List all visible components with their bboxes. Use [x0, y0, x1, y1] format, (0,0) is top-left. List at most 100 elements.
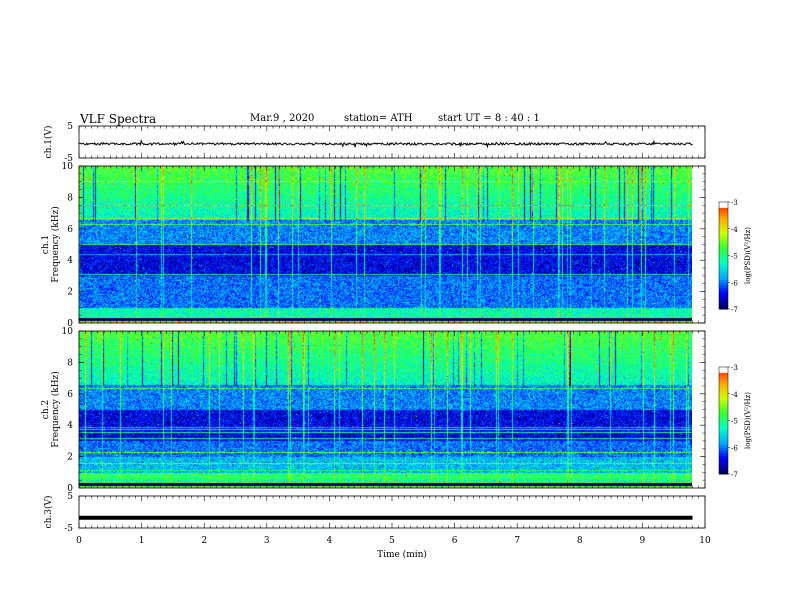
colorbar-cell [719, 367, 728, 371]
colorbar-cell [719, 263, 728, 267]
colorbar-cell [719, 369, 728, 373]
x-tick-label: 2 [201, 536, 207, 546]
y-tick-label: 8 [67, 193, 73, 203]
colorbar-cell [719, 449, 728, 454]
colorbar-cell [719, 377, 728, 381]
colorbar-cell [719, 447, 728, 451]
colorbar-cell [719, 258, 728, 262]
colorbar-cell [719, 268, 728, 273]
trace-ch1 [78, 138, 693, 149]
figure-title: VLF Spectra [80, 112, 157, 126]
y-tick-label: 4 [67, 256, 73, 266]
colorbar-tick-label: -7 [731, 471, 738, 479]
y-tick-label: -5 [64, 154, 73, 164]
colorbar-cell [719, 433, 728, 438]
channel-label: ch.2 [41, 400, 51, 419]
colorbar-cell [719, 375, 728, 379]
colorbar-cell [719, 300, 728, 305]
y-axis-label: ch.3(V) [43, 496, 54, 529]
colorbar-cell [719, 215, 728, 219]
colorbar-cell [719, 431, 728, 435]
colorbar-cell [719, 401, 728, 405]
axes-box [78, 125, 706, 159]
colorbar-cell [719, 436, 728, 440]
colorbar-cell [719, 226, 728, 230]
colorbar-cell [719, 239, 728, 243]
colorbar-cell [719, 303, 728, 307]
colorbar-cell [719, 282, 728, 286]
colorbar-cell [719, 292, 728, 297]
colorbar-cell [719, 404, 728, 408]
colorbar-cell [719, 423, 728, 427]
colorbar-cell [719, 399, 728, 403]
colorbar-cell [719, 415, 728, 419]
y-axis-label: ch.1(V) [43, 126, 54, 159]
colorbar-cell [719, 420, 728, 424]
x-tick-label: 8 [577, 536, 583, 546]
colorbar-cell [719, 276, 728, 281]
colorbar-cell [719, 271, 728, 275]
x-axis-label: Time (min) [377, 549, 427, 560]
colorbar-cell [719, 465, 728, 470]
y-tick-label: 10 [62, 162, 74, 172]
colorbar-tick-label: -4 [731, 226, 738, 234]
colorbar-cell [719, 242, 728, 246]
colorbar-cell [719, 391, 728, 395]
y-tick-label: -5 [64, 524, 73, 534]
colorbar-cell [719, 250, 728, 254]
colorbar-cell [719, 385, 728, 389]
colorbar-cell [719, 460, 728, 464]
colorbar-cell [719, 393, 728, 397]
y-tick-label: 0 [67, 484, 73, 494]
y-axis-label: Frequency (kHz) [50, 206, 61, 283]
colorbar-tick-label: -3 [731, 199, 738, 207]
colorbar-cell [719, 441, 728, 446]
x-tick-label: 1 [139, 536, 145, 546]
x-tick-label: 10 [699, 536, 711, 546]
axes-box [78, 495, 706, 529]
colorbar-cell [719, 455, 728, 459]
colorbar-cell [719, 457, 728, 462]
colorbar-tick-label: -4 [731, 391, 738, 399]
y-tick-label: 0 [67, 319, 73, 329]
colorbar-cell [719, 428, 728, 432]
y-tick-label: 4 [67, 421, 73, 431]
y-tick-label: 8 [67, 358, 73, 368]
y-tick-label: 2 [67, 453, 73, 463]
colorbar-tick-label: -5 [731, 418, 738, 426]
colorbar-cell [719, 388, 728, 392]
axes-box [78, 165, 706, 324]
x-tick-label: 4 [327, 536, 333, 546]
colorbar-cell [719, 223, 728, 227]
date-label: Mar.9 , 2020 [250, 113, 315, 124]
colorbar-cell [719, 290, 728, 294]
y-axis-label: Frequency (kHz) [50, 371, 61, 448]
colorbar-tick-label: -5 [731, 253, 738, 261]
colorbar-cell [719, 396, 728, 400]
colorbar-cell [719, 231, 728, 235]
colorbar-tick-label: -3 [731, 364, 738, 372]
colorbar-cell [719, 260, 728, 265]
colorbar-cell [719, 244, 728, 248]
colorbar-cell [719, 220, 728, 224]
x-tick-label: 6 [452, 536, 458, 546]
axes-box [78, 330, 706, 489]
colorbar-cell [719, 471, 728, 475]
x-tick-label: 3 [264, 536, 270, 546]
colorbar-cell [719, 417, 728, 421]
colorbar-cell [719, 412, 728, 416]
colorbar-cell [719, 228, 728, 232]
colorbar-cell [719, 274, 728, 278]
y-tick-label: 2 [67, 288, 73, 298]
colorbar-label: log(PSD)(V²/Hz) [744, 392, 752, 449]
colorbar-label: log(PSD)(V²/Hz) [744, 227, 752, 284]
colorbar-cell [719, 463, 728, 467]
channel-label: ch.1 [41, 235, 51, 254]
colorbar-cell [719, 210, 728, 214]
colorbar-cell [719, 439, 728, 443]
start-time-label: start UT = 8 : 40 : 1 [438, 113, 540, 124]
colorbar-frame [718, 201, 729, 310]
colorbar-cell [719, 247, 728, 251]
